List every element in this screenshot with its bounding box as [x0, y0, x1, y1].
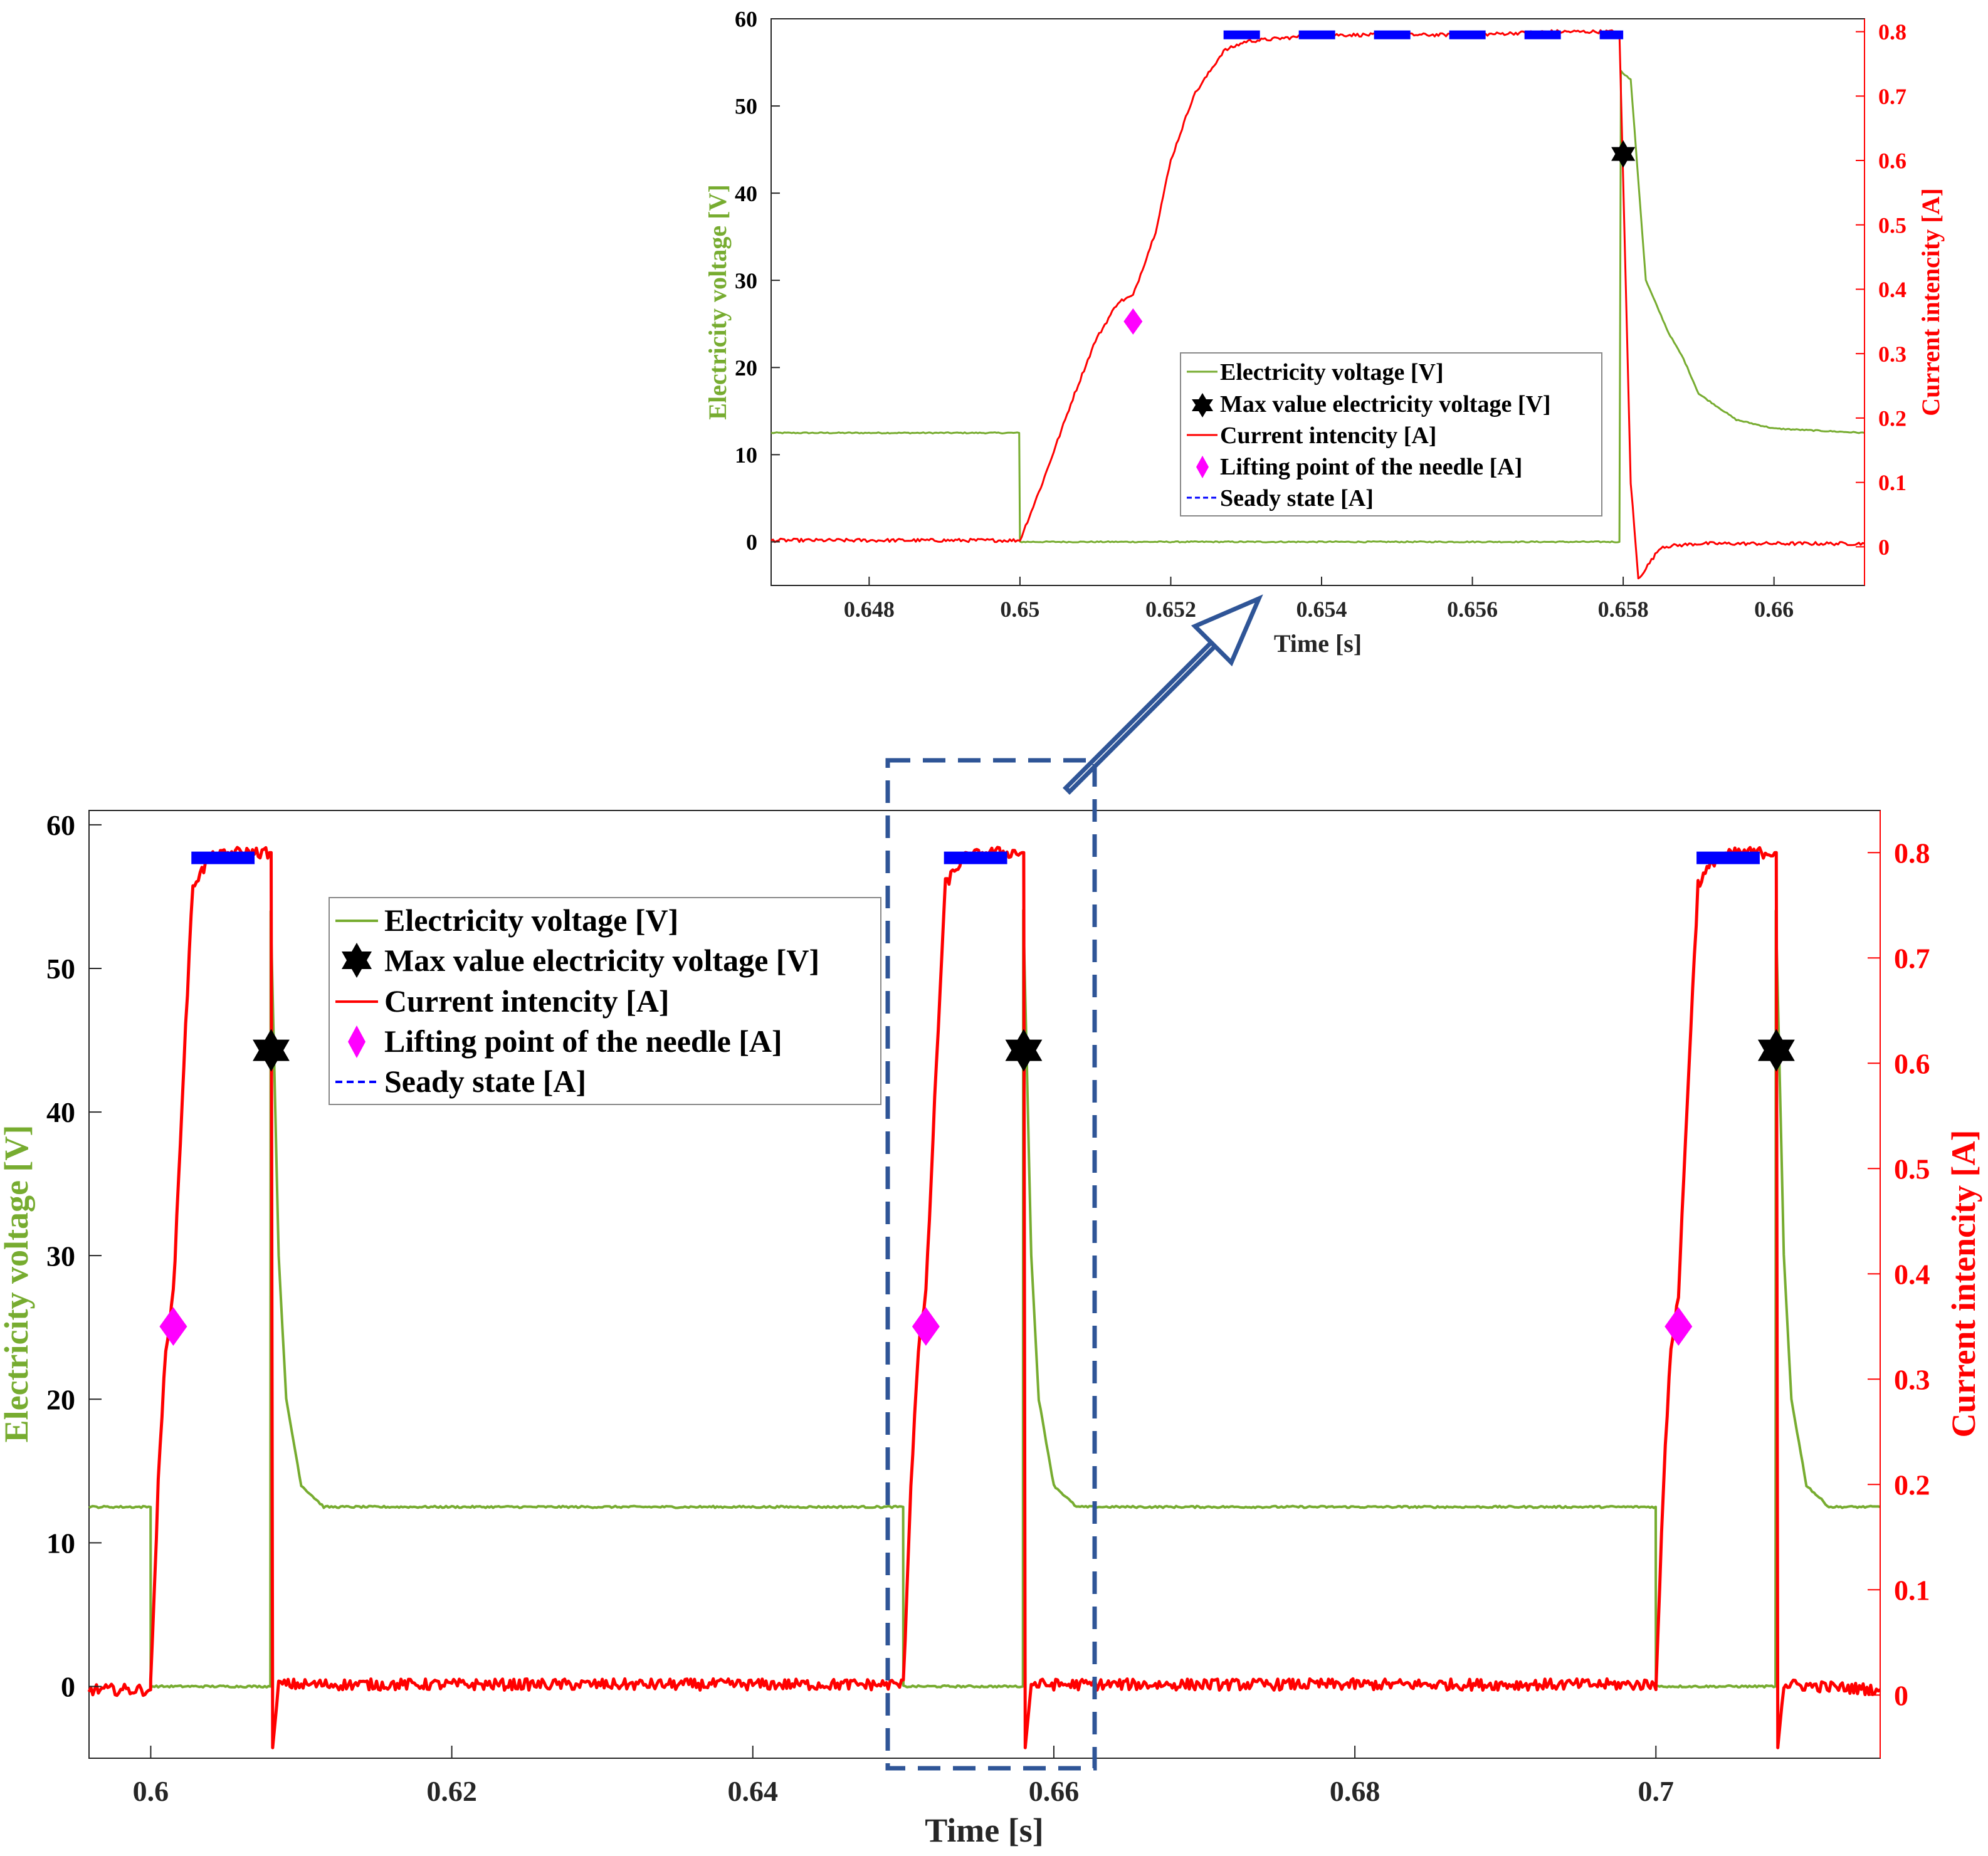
main-y-left-tick-label: 40: [46, 1096, 75, 1128]
main-y-right-tick-label: 0.8: [1894, 837, 1930, 869]
main-y-right-tick-label: 0.6: [1894, 1047, 1930, 1079]
zoom-y-left-tick-label: 0: [746, 530, 757, 555]
main-y-left-tick-label: 0: [61, 1671, 75, 1703]
main-y-right-tick-label: 0.4: [1894, 1258, 1930, 1290]
main-y-right-tick-label: 0.5: [1894, 1153, 1930, 1185]
zoom-y-right-tick-label: 0.4: [1878, 277, 1906, 302]
lifting-point-marker: [912, 1307, 940, 1346]
main-x-tick-label: 0.64: [728, 1775, 779, 1807]
zoom-y-left-tick-label: 50: [735, 94, 757, 119]
zoom-y-ticks-right: 0 0.1 0.2 0.3 0.4 0.5 0.6 0.7 0.8: [1856, 19, 1906, 585]
main-x-axis-label: Time [s]: [925, 1811, 1043, 1849]
main-legend-current-label: Current intencity [A]: [384, 983, 670, 1019]
zoom-legend-diamond-icon: [1196, 456, 1209, 478]
zoom-y-right-tick-label: 0: [1878, 535, 1890, 560]
zoom-x-axis-label: Time [s]: [1274, 629, 1362, 658]
lifting-point-marker: [1123, 308, 1143, 335]
zoom-y-left-tick-label: 60: [735, 7, 757, 32]
zoom-legend-voltage-label: Electricity voltage [V]: [1220, 359, 1444, 385]
main-x-tick-label: 0.62: [426, 1775, 477, 1807]
main-y-left-tick-label: 50: [46, 953, 75, 985]
main-legend: Electricity voltage [V] Max value electr…: [329, 897, 881, 1105]
main-y-axis-label-left: Electricity voltage [V]: [0, 1125, 35, 1443]
zoom-y-right-tick-label: 0.1: [1878, 470, 1906, 495]
zoom-y-right-tick-label: 0.7: [1878, 84, 1906, 109]
voltage-line: [88, 909, 1881, 1689]
max-voltage-marker: [253, 1029, 290, 1072]
zoom-legend-hexagram-icon: [1192, 393, 1213, 417]
lifting-point-marker: [159, 1307, 187, 1346]
main-y-right-tick-label: 0.3: [1894, 1363, 1930, 1395]
zoom-x-tick-label: 0.658: [1598, 597, 1649, 622]
zoom-x-tick-label: 0.656: [1447, 597, 1498, 622]
main-x-tick-label: 0.6: [133, 1775, 169, 1807]
zoom-legend-current-label: Current intencity [A]: [1220, 422, 1436, 449]
zoom-region-highlight: [885, 758, 1097, 1771]
main-legend-box: [329, 897, 881, 1105]
zoom-x-tick-label: 0.652: [1145, 597, 1196, 622]
main-y-left-tick-label: 10: [46, 1527, 75, 1559]
main-y-right-tick-label: 0.7: [1894, 942, 1930, 974]
main-y-ticks-left: 0 10 20 30 40 50 60: [46, 809, 102, 1703]
zoom-y-right-tick-label: 0.8: [1878, 19, 1906, 45]
zoom-y-left-tick-label: 40: [735, 181, 757, 206]
zoom-y-right-tick-label: 0.6: [1878, 149, 1906, 174]
zoom-x-ticks: 0.648 0.65 0.652 0.654 0.656 0.658 0.66: [844, 577, 1794, 622]
main-x-ticks: 0.6 0.62 0.64 0.66 0.68 0.7: [133, 1746, 1674, 1807]
main-y-axis-label-right: Current intencity [A]: [1945, 1130, 1982, 1438]
zoom-y-axis-label-left: Electricity voltage [V]: [703, 184, 732, 419]
main-y-right-tick-label: 0: [1894, 1679, 1908, 1711]
zoom-y-ticks-left: 0 10 20 30 40 50 60: [735, 7, 780, 555]
zoom-legend-max-label: Max value electricity voltage [V]: [1220, 391, 1551, 417]
zoom-y-left-tick-label: 10: [735, 443, 757, 468]
zoom-legend-box: [1180, 352, 1602, 516]
zoom-y-left-tick-label: 30: [735, 268, 757, 293]
main-y-right-tick-label: 0.2: [1894, 1469, 1930, 1501]
max-voltage-marker: [1005, 1029, 1043, 1072]
lifting-point-marker: [1665, 1307, 1693, 1346]
voltage-line: [770, 70, 1865, 543]
main-y-left-tick-label: 20: [46, 1383, 75, 1415]
zoom-x-tick-label: 0.66: [1754, 597, 1794, 622]
main-legend-voltage-label: Electricity voltage [V]: [384, 903, 678, 938]
zoom-x-tick-label: 0.654: [1296, 597, 1347, 622]
zoom-chart: 0.648 0.65 0.652 0.654 0.656 0.658 0.66 0 10 20 3…: [703, 7, 1945, 658]
max-voltage-marker: [1757, 1029, 1795, 1072]
main-legend-hexagram-icon: [342, 943, 372, 978]
main-y-ticks-right: 0 0.1 0.2 0.3 0.4 0.5 0.6 0.7 0.8: [1868, 810, 1930, 1758]
zoom-arrow-icon: [1063, 594, 1263, 795]
max-voltage-marker: [1611, 140, 1636, 168]
zoom-y-right-tick-label: 0.3: [1878, 342, 1906, 367]
main-x-tick-label: 0.68: [1330, 1775, 1381, 1807]
main-legend-max-label: Max value electricity voltage [V]: [384, 943, 819, 978]
main-legend-steady-label: Seady state [A]: [384, 1064, 586, 1099]
main-y-left-tick-label: 30: [46, 1240, 75, 1272]
main-y-left-tick-label: 60: [46, 809, 75, 841]
main-legend-diamond-icon: [348, 1025, 366, 1058]
main-y-right-tick-label: 0.1: [1894, 1574, 1930, 1606]
zoom-y-right-tick-label: 0.5: [1878, 212, 1906, 238]
zoom-legend: Electricity voltage [V] Max value electr…: [1180, 352, 1602, 516]
zoom-y-left-tick-label: 20: [735, 355, 757, 380]
zoom-y-axis-label-right: Current intencity [A]: [1917, 188, 1945, 416]
zoom-y-right-tick-label: 0.2: [1878, 406, 1906, 431]
zoom-plot-content: [770, 29, 1865, 580]
zoom-legend-steady-label: Seady state [A]: [1220, 485, 1374, 511]
main-chart: 0.6 0.62 0.64 0.66 0.68 0.7 0 10 20 30 40 50 60 0 0.…: [0, 758, 1982, 1849]
zoom-x-tick-label: 0.65: [1000, 597, 1039, 622]
main-plot-content: [87, 846, 1881, 1749]
zoom-legend-lift-label: Lifting point of the needle [A]: [1220, 454, 1522, 480]
main-x-tick-label: 0.7: [1638, 1775, 1675, 1807]
zoom-x-tick-label: 0.648: [844, 597, 895, 622]
main-x-tick-label: 0.66: [1029, 1775, 1080, 1807]
main-legend-lift-label: Lifting point of the needle [A]: [384, 1024, 782, 1059]
